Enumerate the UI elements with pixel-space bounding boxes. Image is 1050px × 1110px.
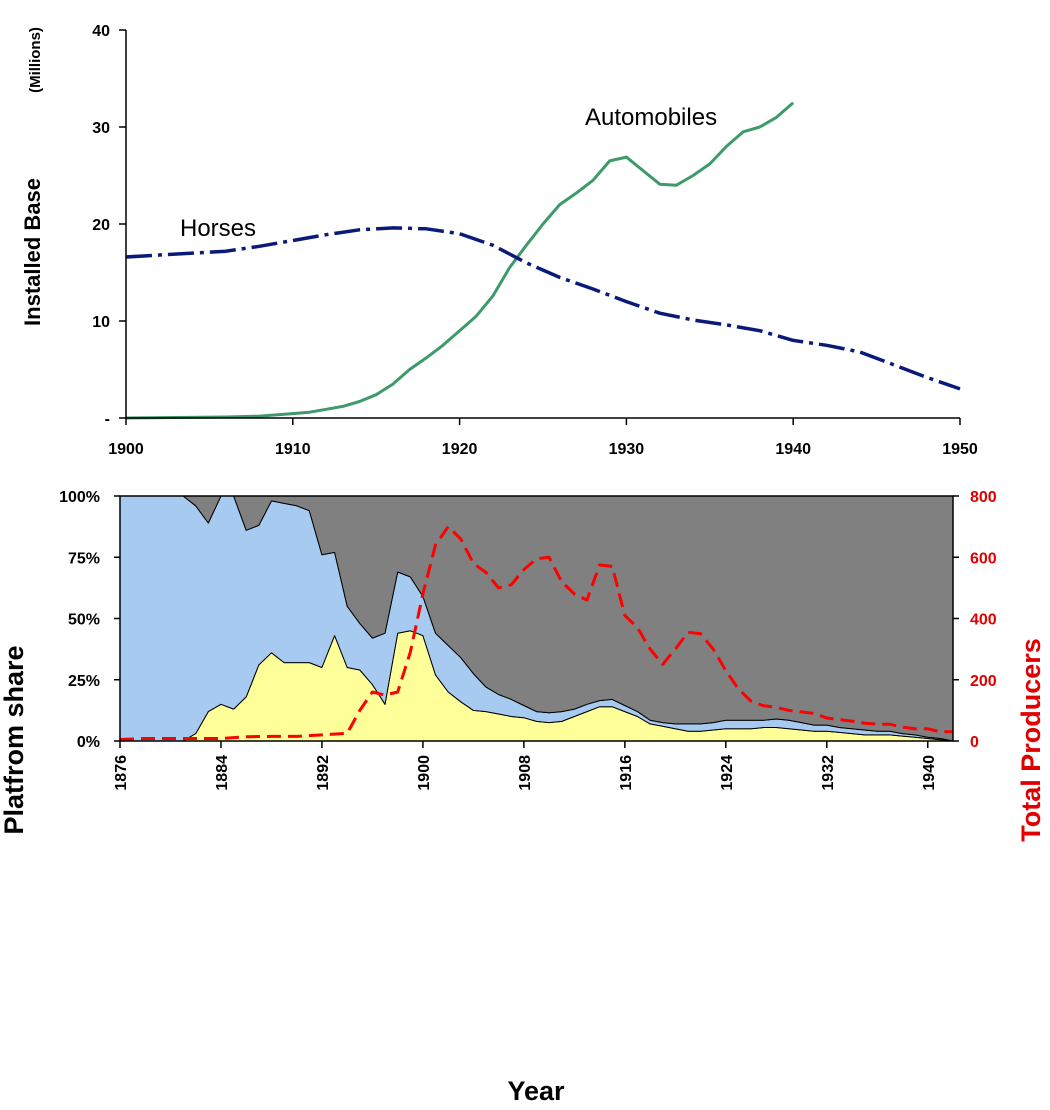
top-x-tick-label: 1940 [775, 441, 811, 458]
bottom-y2-tick-label: 0 [970, 734, 979, 751]
series-label-horses: Horses [180, 215, 256, 242]
bottom-y-tick-label: 0% [77, 734, 100, 751]
bottom-x-tick-label: 1884 [214, 755, 231, 791]
bottom-area-group [119, 495, 954, 742]
bottom-y-tick-label: 50% [68, 612, 100, 629]
top-y-tick-label: 10 [92, 314, 110, 331]
bottom-y2-tick-label: 600 [970, 550, 997, 567]
series-line-automobiles [125, 101, 795, 420]
top-x-tick-label: 1910 [275, 441, 311, 458]
bottom-y-tick-label: 25% [68, 673, 100, 690]
top-y-axis-unit: (Millions) [27, 27, 44, 93]
series-label-automobiles: Automobiles [585, 104, 717, 131]
bottom-y2-tick-label: 200 [970, 673, 997, 690]
top-x-tick-label: 1920 [442, 441, 478, 458]
bottom-y2-tick-label: 800 [970, 489, 997, 506]
top-series-group [125, 101, 961, 420]
bottom-x-tick-label: 1908 [517, 755, 534, 791]
bottom-y-tick-label: 75% [68, 550, 100, 567]
top-tick-group: 1900 1910 1920 1930 1940 1950 - 10 20 30 40 [92, 23, 978, 458]
top-x-tick-label: 1930 [609, 441, 645, 458]
bottom-x-tick-label: 1900 [416, 755, 433, 791]
bottom-tick-group: 1876 1884 1892 1900 1908 1916 1924 1932 1940 0% 25… [59, 489, 997, 791]
top-y-axis-title: Installed Base [20, 178, 45, 326]
bottom-x-tick-label: 1892 [315, 755, 332, 791]
top-line-chart: 1900 1910 1920 1930 1940 1950 - 10 20 30 40 Automo… [20, 23, 978, 458]
top-y-tick-label: 40 [92, 23, 110, 40]
bottom-x-tick-label: 1940 [921, 755, 938, 791]
series-line-total-producers [119, 525, 953, 741]
top-y-tick-label: 30 [92, 120, 110, 137]
bottom-x-tick-label: 1932 [820, 755, 837, 791]
bottom-x-tick-label: 1924 [719, 755, 736, 791]
bottom-x-axis-title: Year [507, 1076, 565, 1106]
bottom-y-tick-label: 100% [59, 489, 100, 506]
bottom-area-chart: 1876 1884 1892 1900 1908 1916 1924 1932 1940 0% 25… [0, 489, 1046, 1106]
bottom-x-tick-label: 1916 [618, 755, 635, 791]
top-y-tick-label: - [105, 411, 110, 428]
bottom-y2-tick-label: 400 [970, 612, 997, 629]
top-x-tick-label: 1900 [108, 441, 144, 458]
top-y-tick-label: 20 [92, 217, 110, 234]
series-line-horses [125, 226, 961, 391]
bottom-y-axis-title: Platfrom share [0, 645, 29, 834]
top-x-tick-label: 1950 [942, 441, 978, 458]
bottom-x-tick-label: 1876 [113, 755, 130, 791]
bottom-producers-group [119, 525, 953, 741]
bottom-y2-axis-title: Total Producers [1016, 638, 1046, 842]
